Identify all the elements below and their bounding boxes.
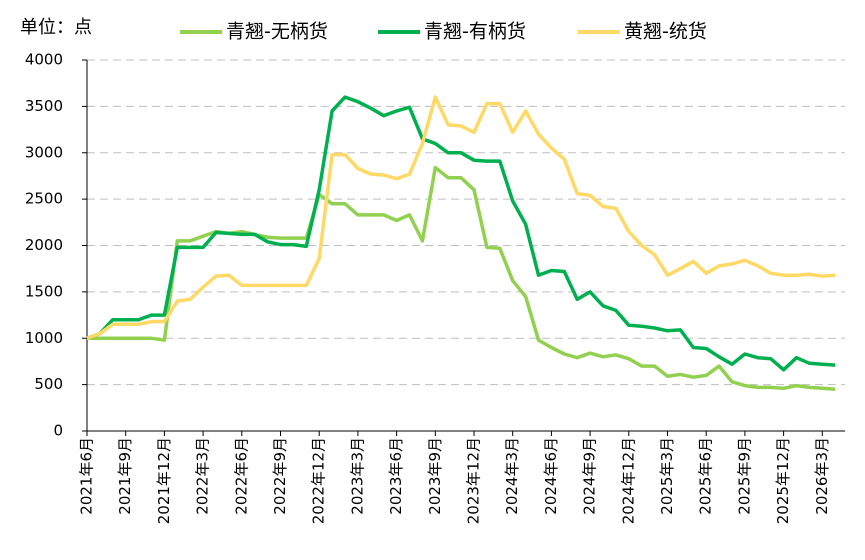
y-tick-label: 4000 <box>25 51 63 69</box>
x-tick-label: 2022年6月 <box>232 437 250 515</box>
line-series <box>86 95 836 372</box>
x-tick-label: 2021年9月 <box>116 437 134 515</box>
x-tick-label: 2021年12月 <box>155 437 173 524</box>
x-tick-label: 2023年9月 <box>426 437 444 515</box>
y-tick-label: 500 <box>34 375 63 393</box>
y-tick-label: 0 <box>53 422 63 440</box>
x-tick-label: 2023年3月 <box>348 437 366 515</box>
line-series <box>86 95 836 340</box>
y-tick-label: 2000 <box>25 236 63 254</box>
line-series <box>87 165 836 392</box>
y-tick-label: 3000 <box>25 143 63 161</box>
legend-label: 青翘-有柄货 <box>424 21 526 43</box>
x-tick-label: 2026年3月 <box>813 437 831 515</box>
x-tick-label: 2024年9月 <box>581 437 599 515</box>
y-tick-label: 2500 <box>25 190 63 208</box>
y-tick-label: 1500 <box>25 282 63 300</box>
x-tick-label: 2024年3月 <box>503 437 521 515</box>
x-tick-label: 2025年3月 <box>658 437 676 515</box>
x-tick-label: 2025年12月 <box>774 437 792 524</box>
x-tick-label: 2024年6月 <box>542 437 560 515</box>
legend-label: 黄翘-统货 <box>624 21 707 43</box>
x-tick-label: 2023年6月 <box>387 437 405 515</box>
legend-label: 青翘-无柄货 <box>226 21 328 43</box>
x-tick-label: 2024年12月 <box>619 437 637 524</box>
x-tick-label: 2021年6月 <box>78 437 96 515</box>
x-tick-label: 2022年12月 <box>310 437 328 524</box>
x-tick-label: 2025年9月 <box>735 437 753 515</box>
unit-label: 单位：点 <box>20 17 92 38</box>
y-tick-label: 1000 <box>25 329 63 347</box>
y-tick-label: 3500 <box>25 97 63 115</box>
x-tick-label: 2022年3月 <box>194 437 212 515</box>
x-tick-label: 2025年6月 <box>697 437 715 515</box>
x-tick-label: 2022年9月 <box>271 437 289 515</box>
x-tick-label: 2023年12月 <box>465 437 483 524</box>
